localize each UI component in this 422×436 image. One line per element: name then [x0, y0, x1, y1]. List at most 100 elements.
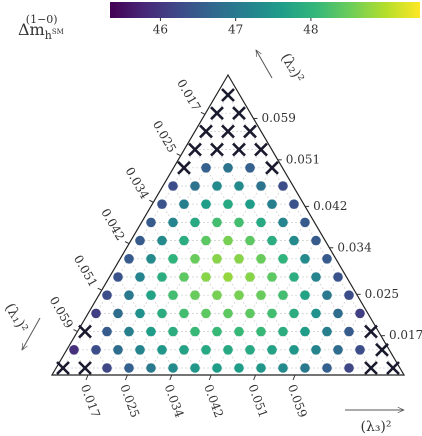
- point: [135, 235, 145, 246]
- point: [201, 272, 211, 282]
- excluded-stroke: [386, 361, 400, 375]
- point: [245, 163, 255, 173]
- point: [201, 345, 211, 355]
- excluded-marker: [221, 124, 235, 139]
- point: [234, 290, 244, 301]
- point: [289, 199, 299, 209]
- point: [333, 272, 343, 282]
- point: [278, 363, 288, 373]
- tick-label: 0.042: [98, 206, 127, 243]
- point: [234, 363, 244, 373]
- excluded-stroke: [243, 124, 257, 139]
- excluded-marker: [364, 361, 378, 375]
- colorbar-tick-label: 46: [153, 23, 168, 37]
- point: [91, 345, 101, 355]
- point: [256, 181, 266, 191]
- excluded-stroke: [210, 106, 224, 121]
- excluded-marker: [232, 142, 246, 157]
- point: [311, 235, 321, 246]
- point: [322, 290, 332, 301]
- point: [102, 326, 112, 337]
- excluded-stroke: [221, 124, 235, 139]
- point: [168, 363, 178, 373]
- point: [267, 345, 277, 355]
- point: [201, 308, 211, 319]
- point: [300, 253, 310, 264]
- excluded-marker: [78, 361, 92, 375]
- tick-label: 0.034: [123, 165, 152, 202]
- point: [157, 345, 167, 355]
- excluded-marker: [364, 324, 378, 339]
- excluded-stroke: [265, 160, 279, 175]
- tick-label: 0.042: [313, 199, 347, 213]
- point: [190, 217, 200, 228]
- point: [300, 217, 310, 228]
- tick-mark: [169, 374, 173, 381]
- point: [146, 326, 156, 337]
- excluded-marker: [386, 361, 400, 375]
- point: [245, 199, 255, 209]
- point: [179, 345, 189, 355]
- tick-label: 0.059: [47, 294, 76, 331]
- point: [267, 272, 277, 282]
- point: [146, 217, 156, 228]
- point: [157, 199, 167, 209]
- tick-label: 0.034: [337, 240, 372, 254]
- point: [245, 308, 255, 319]
- point: [355, 308, 365, 319]
- triangle-frame: [50, 73, 406, 376]
- tick-label: 0.034: [162, 382, 187, 419]
- excluded-marker: [221, 88, 235, 102]
- excluded-marker: [210, 142, 224, 157]
- tick-label: 0.025: [150, 118, 179, 155]
- point: [157, 235, 167, 246]
- point: [102, 363, 112, 373]
- point: [344, 290, 354, 301]
- point: [223, 345, 233, 355]
- point: [212, 363, 222, 373]
- point: [168, 217, 178, 228]
- point: [256, 363, 266, 373]
- point: [190, 326, 200, 337]
- excluded-marker: [210, 106, 224, 121]
- tick-label: 0.051: [286, 152, 320, 166]
- axis-label: (λ₂)²: [277, 51, 306, 86]
- point: [355, 345, 365, 355]
- point: [333, 308, 343, 319]
- point: [322, 253, 332, 264]
- point: [113, 345, 123, 355]
- excluded-stroke: [254, 142, 268, 157]
- point: [267, 199, 277, 209]
- point: [289, 235, 299, 246]
- point: [201, 199, 211, 209]
- point: [168, 181, 178, 191]
- point: [311, 345, 321, 355]
- point: [333, 345, 343, 355]
- tick-label: 0.017: [389, 328, 422, 342]
- tick-label: 0.059: [261, 111, 295, 125]
- excluded-stroke: [56, 361, 70, 375]
- point: [124, 290, 134, 301]
- excluded-stroke: [177, 160, 191, 175]
- point: [223, 235, 233, 246]
- point: [300, 363, 310, 373]
- tick-mark: [208, 374, 212, 381]
- point: [69, 345, 79, 355]
- tick-mark: [124, 374, 128, 381]
- point: [278, 253, 288, 264]
- point: [267, 308, 277, 319]
- point: [300, 326, 310, 337]
- point: [245, 235, 255, 246]
- axis-arrow: [21, 317, 41, 350]
- point: [179, 272, 189, 282]
- tick-mark: [176, 153, 181, 157]
- excluded-marker: [56, 361, 70, 375]
- point: [223, 163, 233, 173]
- axis-arrow: [255, 50, 273, 79]
- excluded-stroke: [188, 142, 202, 157]
- tick-mark: [73, 329, 78, 332]
- point: [135, 345, 145, 355]
- point: [157, 272, 167, 282]
- point: [289, 308, 299, 319]
